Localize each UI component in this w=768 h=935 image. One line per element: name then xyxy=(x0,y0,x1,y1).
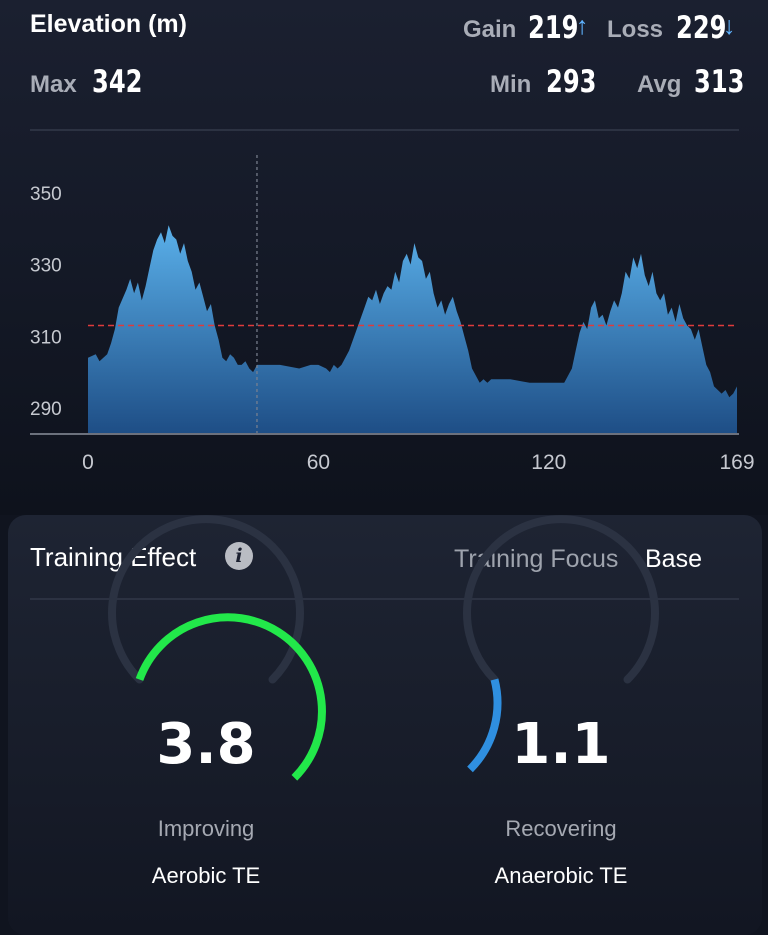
training-effect-card xyxy=(8,515,762,935)
anaerobic-gauge-fill xyxy=(467,678,502,773)
y-tick-label: 310 xyxy=(30,327,62,348)
loss-arrow-icon: ↓ xyxy=(723,12,736,40)
x-tick-label: 60 xyxy=(307,451,330,474)
x-tick-label: 169 xyxy=(719,451,754,474)
training-effect-title: Training Effect xyxy=(30,542,197,572)
elevation-area xyxy=(88,225,737,433)
max-label: Max xyxy=(30,71,77,98)
loss-label: Loss xyxy=(607,16,664,43)
info-icon[interactable]: i xyxy=(225,542,253,570)
header-divider xyxy=(30,129,739,131)
card-divider xyxy=(30,598,739,600)
aerobic-gauge-fill xyxy=(135,613,326,781)
loss-value: 229 xyxy=(676,10,727,46)
elevation-chart[interactable]: 350 330 310 290 0 60 120 169 xyxy=(0,0,768,515)
aerobic-te-value: 3.8 xyxy=(156,712,256,777)
avg-label: Avg xyxy=(637,71,682,98)
x-tick-label: 120 xyxy=(531,451,566,474)
anaerobic-te-status: Recovering xyxy=(505,816,617,841)
gain-label: Gain xyxy=(463,16,517,43)
aerobic-te-status: Improving xyxy=(157,816,255,841)
y-tick-label: 290 xyxy=(30,399,62,420)
anaerobic-te-label: Anaerobic TE xyxy=(494,863,628,888)
gain-value: 219 xyxy=(528,10,579,46)
training-focus-value: Base xyxy=(645,545,702,573)
gain-arrow-icon: ↑ xyxy=(576,12,589,40)
elevation-title: Elevation (m) xyxy=(30,10,187,38)
max-value: 342 xyxy=(92,64,143,100)
min-label: Min xyxy=(490,71,532,98)
min-value: 293 xyxy=(546,64,597,100)
avg-value: 313 xyxy=(694,64,745,100)
x-tick-label: 0 xyxy=(82,451,94,474)
aerobic-gauge-track xyxy=(108,515,304,684)
anaerobic-te-value: 1.1 xyxy=(511,712,611,777)
y-tick-label: 350 xyxy=(30,184,62,205)
anaerobic-gauge-track xyxy=(463,515,659,684)
aerobic-te-label: Aerobic TE xyxy=(151,863,261,888)
y-tick-label: 330 xyxy=(30,256,62,277)
